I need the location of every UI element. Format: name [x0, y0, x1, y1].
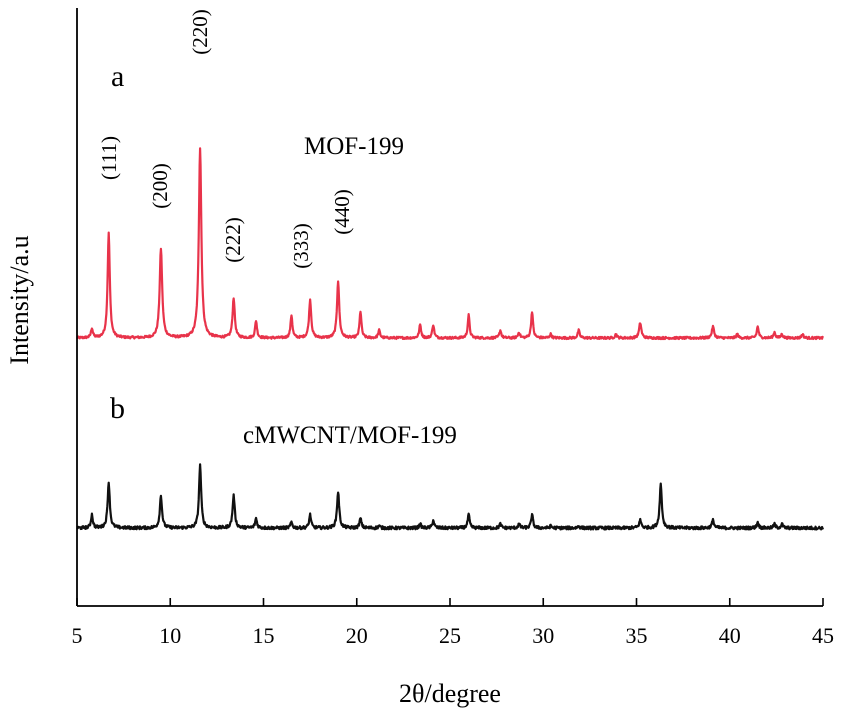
hkl-label-200: (200): [148, 163, 172, 209]
x-tick-label: 5: [72, 623, 83, 648]
x-tick-label: 20: [346, 623, 368, 648]
series-line-mof-199: [76, 147, 824, 341]
x-tick-label: 35: [626, 623, 648, 648]
x-ticks: 5 10 15 20 25 30 35 40 45: [72, 598, 834, 648]
panel-letter-a: a: [111, 60, 124, 93]
x-axis-title: 2θ/degree: [399, 679, 501, 708]
series-curves: [76, 147, 825, 531]
hkl-labels: (111) (200) (220) (222) (333) (440): [97, 9, 354, 269]
x-tick-label: 45: [812, 623, 834, 648]
y-axis-title: Intensity/a.u: [5, 235, 34, 364]
series-line-cmwcnt-mof-199: [76, 463, 825, 531]
hkl-label-111: (111): [97, 136, 121, 180]
series-label-cmwcnt-mof-199: cMWCNT/MOF-199: [243, 422, 457, 449]
x-tick-label: 10: [159, 623, 181, 648]
x-tick-label: 15: [253, 623, 275, 648]
x-tick-label: 40: [719, 623, 741, 648]
x-tick-label: 30: [532, 623, 554, 648]
panel-letter-b: b: [110, 392, 125, 425]
x-tick-label: 25: [439, 623, 461, 648]
series-label-mof-199: MOF-199: [304, 133, 404, 160]
hkl-label-220: (220): [188, 9, 212, 55]
hkl-label-222: (222): [221, 217, 245, 263]
axes: 5 10 15 20 25 30 35 40 45: [72, 8, 834, 648]
hkl-label-333: (333): [289, 223, 313, 269]
hkl-label-440: (440): [330, 189, 354, 235]
